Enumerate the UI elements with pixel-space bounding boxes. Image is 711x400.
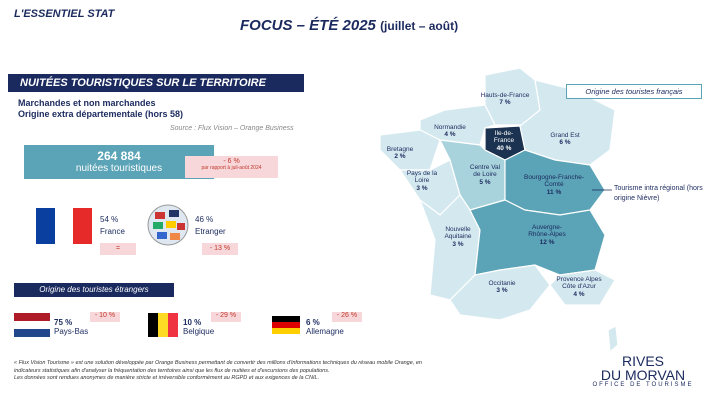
region: Grand Est 6 % bbox=[540, 132, 590, 147]
logo-line: RIVES bbox=[621, 353, 664, 369]
region-name: Normandie bbox=[434, 124, 466, 131]
region: Hauts-de-France 7 % bbox=[480, 92, 530, 107]
flag-nl bbox=[14, 313, 50, 337]
region-name: Grand Est bbox=[550, 132, 580, 139]
logo-line: DU MORVAN bbox=[600, 367, 686, 383]
region: Provence Alpes Côte d'Azur 4 % bbox=[554, 276, 604, 298]
region-name: Hauts-de-France bbox=[480, 92, 530, 99]
footnote-line: Les données sont rendues anonymes de man… bbox=[14, 375, 320, 381]
footnote-line: « Flux Vision Tourisme » est une solutio… bbox=[14, 360, 422, 366]
region-name: Centre Val de Loire bbox=[469, 164, 501, 179]
map-note: Tourisme intra régional (hors origine Ni… bbox=[614, 185, 703, 202]
region-name: Ile-de-France bbox=[493, 130, 515, 145]
title: FOCUS – ÉTÉ 2025 (juillet – août) bbox=[240, 17, 458, 34]
label: Belgique bbox=[183, 327, 215, 336]
total-box: 264 884 nuitées touristiques bbox=[24, 145, 214, 179]
country: 10 % Belgique bbox=[183, 318, 214, 336]
france-share: 54 % France bbox=[100, 214, 125, 238]
footnote-line: indicateurs statistiques afin d'analyser… bbox=[14, 367, 330, 374]
region-pct: 5 % bbox=[479, 178, 491, 186]
region-name: Occitanie bbox=[488, 280, 516, 287]
subtitle: Origine extra départementale (hors 58) bbox=[18, 109, 184, 119]
change: = bbox=[100, 243, 136, 255]
logo-line: OFFICE DE TOURISME bbox=[592, 382, 694, 388]
pct: 46 % bbox=[195, 215, 214, 224]
region-name: Bretagne bbox=[386, 146, 414, 153]
region: Auvergne-Rhône-Alpes 12 % bbox=[522, 224, 572, 246]
region: Occitanie 3 % bbox=[480, 280, 524, 295]
label: France bbox=[100, 227, 125, 236]
region: Pays de la Loire 3 % bbox=[402, 170, 442, 192]
pct: 54 % bbox=[100, 215, 119, 224]
change: - 13 % bbox=[202, 243, 238, 255]
region: Ile-de-France 40 % bbox=[486, 130, 522, 152]
region-name: Bourgogne-Franche-Comté bbox=[524, 174, 584, 189]
region-pct: 12 % bbox=[539, 238, 555, 246]
region-name: Provence Alpes Côte d'Azur bbox=[556, 276, 602, 291]
region-name: Pays de la Loire bbox=[406, 170, 438, 185]
region: Bretagne 2 % bbox=[380, 146, 420, 161]
region-pct: 11 % bbox=[546, 188, 562, 196]
flag-france bbox=[36, 208, 92, 244]
region-pct: 7 % bbox=[499, 99, 511, 107]
pct: 75 % bbox=[54, 318, 73, 327]
country: 6 % Allemagne bbox=[306, 318, 344, 336]
region-pct: 3 % bbox=[452, 240, 464, 248]
title-main: FOCUS – ÉTÉ 2025 bbox=[240, 17, 376, 34]
region-name: Nouvelle Aquitaine bbox=[444, 226, 472, 241]
country: 75 % Pays-Bas bbox=[54, 318, 88, 336]
subtitle: Marchandes et non marchandes bbox=[18, 98, 156, 108]
total-label: nuitées touristiques bbox=[75, 163, 163, 174]
label: Pays-Bas bbox=[54, 327, 89, 336]
total-value: 264 884 bbox=[97, 149, 141, 163]
globe-flags bbox=[147, 204, 189, 246]
region-pct: 2 % bbox=[394, 153, 406, 161]
region-pct: 3 % bbox=[416, 184, 428, 192]
region-pct: 4 % bbox=[573, 290, 585, 298]
label: Etranger bbox=[195, 227, 226, 236]
foreign-title: Origine des touristes étrangers bbox=[14, 283, 174, 297]
map-title: Origine des touristes français bbox=[566, 84, 702, 99]
region: Normandie 4 % bbox=[425, 124, 475, 139]
source: Source : Flux Vision – Orange Business bbox=[170, 125, 294, 132]
region-pct: 3 % bbox=[496, 287, 508, 295]
region: Nouvelle Aquitaine 3 % bbox=[436, 226, 480, 248]
total-change: - 6 % par rapport à juil-août 2024 bbox=[185, 156, 278, 178]
flag-de bbox=[272, 316, 300, 334]
foreign-share: 46 % Etranger bbox=[195, 214, 226, 238]
footnote: « Flux Vision Tourisme » est une solutio… bbox=[14, 360, 574, 383]
flag-be bbox=[148, 313, 178, 337]
region-name: Auvergne-Rhône-Alpes bbox=[528, 224, 566, 239]
change: - 10 % bbox=[90, 312, 120, 322]
title-period: (juillet – août) bbox=[380, 19, 459, 33]
label: Allemagne bbox=[306, 327, 344, 336]
section-title: NUITÉES TOURISTIQUES SUR LE TERRITOIRE bbox=[8, 74, 304, 92]
region-pct: 6 % bbox=[559, 139, 571, 147]
region-pct: 4 % bbox=[444, 131, 456, 139]
kicker: L'ESSENTIEL STAT bbox=[14, 8, 115, 20]
pct: 6 % bbox=[306, 318, 320, 327]
pct: 10 % bbox=[183, 318, 202, 327]
region: Bourgogne-Franche-Comté 11 % bbox=[522, 174, 586, 196]
change-note: par rapport à juil-août 2024 bbox=[201, 165, 262, 171]
region-pct: 40 % bbox=[496, 144, 512, 152]
change: - 6 % bbox=[223, 158, 240, 165]
change: - 29 % bbox=[211, 312, 241, 322]
change: - 26 % bbox=[332, 312, 362, 322]
logo: RIVES DU MORVAN OFFICE DE TOURISME bbox=[588, 354, 698, 388]
region: Centre Val de Loire 5 % bbox=[467, 164, 503, 186]
